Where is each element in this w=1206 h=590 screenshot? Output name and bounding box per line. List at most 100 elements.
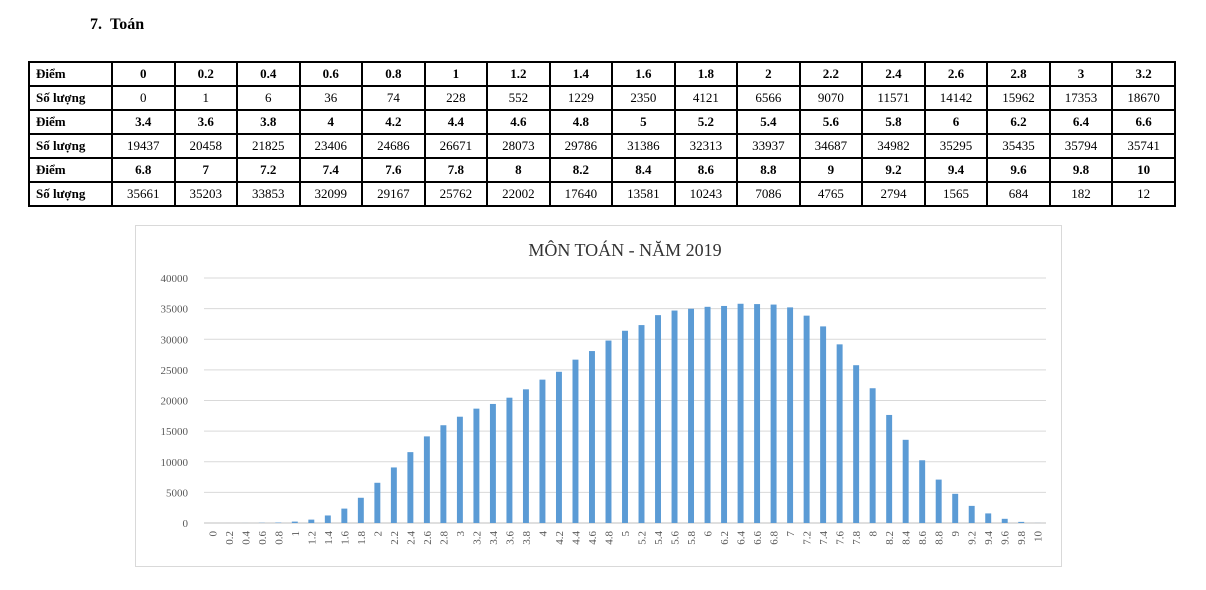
- score-cell: 0.4: [236, 61, 301, 87]
- x-tick-label: 5.8: [686, 531, 698, 545]
- table-body: Điểm 0 0.2 0.4 0.6 0.8 1 1.2 1.4 1.6 1.8 2 2.2 2.4 2.6…: [28, 61, 1176, 207]
- bar-chart: MÔN TOÁN - NĂM 2019 0 5000 10000 15000 20000 2…: [161, 239, 1046, 545]
- bar: [787, 307, 794, 523]
- score-cell: 8.4: [611, 157, 676, 183]
- score-cell: 8.8: [736, 157, 801, 183]
- score-row-label: Điểm: [28, 61, 113, 87]
- x-tick-label: 0: [207, 531, 219, 537]
- count-cell: 34982: [861, 133, 926, 159]
- score-cell: 7.8: [423, 157, 489, 183]
- count-cell: 17640: [548, 181, 614, 207]
- x-tick-label: 3.4: [488, 531, 500, 545]
- count-cell: 35741: [1111, 133, 1176, 159]
- score-cell: 0.2: [173, 61, 239, 87]
- bar: [357, 497, 364, 523]
- count-cell: 34687: [798, 133, 864, 159]
- x-tick-label: 5.4: [653, 531, 665, 545]
- count-row-label: Số lượng: [28, 133, 113, 159]
- x-tick-label: 4: [537, 531, 549, 537]
- x-tick-label: 3.2: [471, 531, 483, 545]
- bar: [341, 508, 348, 523]
- count-cell: 20458: [173, 133, 239, 159]
- score-cell: 6.6: [1111, 109, 1176, 135]
- bar: [737, 303, 744, 523]
- x-tick-label: 3: [455, 531, 467, 537]
- score-cell: 5.8: [861, 109, 926, 135]
- x-tick-label: 8.4: [901, 531, 913, 545]
- score-cell: 4: [298, 109, 364, 135]
- x-tick-label: 0.4: [240, 531, 252, 545]
- count-cell: 32099: [298, 181, 364, 207]
- score-cell: 5.2: [673, 109, 739, 135]
- score-cell: 2.6: [923, 61, 989, 87]
- score-cell: 1.2: [486, 61, 551, 87]
- score-cell: 0.6: [298, 61, 364, 87]
- count-cell: 29167: [361, 181, 426, 207]
- score-cell: 4.4: [423, 109, 489, 135]
- count-cell: 10243: [673, 181, 739, 207]
- count-cell: 33853: [236, 181, 301, 207]
- count-cell: 35295: [923, 133, 989, 159]
- count-cell: 19437: [111, 133, 176, 159]
- score-row-label: Điểm: [28, 157, 113, 183]
- x-tick-label: 3.6: [504, 531, 516, 545]
- bar: [803, 315, 810, 523]
- bar: [622, 330, 628, 523]
- x-tick-label: 7: [785, 531, 797, 537]
- x-tick-label: 9.4: [983, 531, 995, 545]
- x-tick-label: 3.8: [521, 531, 533, 545]
- y-tick-label: 5000: [166, 487, 189, 499]
- count-cell: 25762: [423, 181, 489, 207]
- x-tick-label: 0.6: [257, 531, 269, 545]
- x-tick-label: 2.8: [438, 531, 450, 545]
- section-heading: 7. Toán: [90, 16, 144, 34]
- bar: [886, 414, 893, 523]
- score-cell: 3.8: [236, 109, 301, 135]
- score-row: Điểm 6.8 7 7.2 7.4 7.6 7.8 8 8.2 8.4 8.6 8.8 9 9.2 9.4…: [28, 157, 1176, 183]
- count-cell: 35661: [111, 181, 176, 207]
- bar: [1001, 518, 1008, 523]
- x-tick-label: 1.2: [306, 531, 318, 545]
- score-cell: 6.8: [111, 157, 176, 183]
- x-tick-label: 6.8: [769, 531, 781, 545]
- bar: [407, 452, 414, 523]
- bar: [638, 325, 645, 523]
- count-cell: 2350: [611, 85, 676, 111]
- bar: [671, 310, 678, 523]
- count-cell: 6566: [736, 85, 801, 111]
- count-cell: 7086: [736, 181, 801, 207]
- y-tick-label: 35000: [161, 304, 189, 316]
- count-cell: 1565: [923, 181, 989, 207]
- score-cell: 6.4: [1048, 109, 1114, 135]
- count-cell: 24686: [361, 133, 426, 159]
- bar: [704, 306, 711, 523]
- x-tick-label: 0.8: [273, 531, 285, 545]
- bar: [572, 359, 579, 523]
- count-cell: 35435: [986, 133, 1051, 159]
- x-tick-label: 7.2: [802, 531, 814, 545]
- count-row: Số lượng 0 1 6 36 74 228 552 1229 2350 4121 6566 907…: [28, 85, 1176, 111]
- count-cell: 22002: [486, 181, 551, 207]
- count-cell: 35203: [173, 181, 239, 207]
- score-cell: 9: [798, 157, 864, 183]
- x-tick-label: 8.6: [917, 531, 929, 545]
- x-tick-label: 1.6: [339, 531, 351, 545]
- bar: [555, 371, 562, 523]
- bar: [754, 304, 761, 523]
- score-cell: 3.2: [1111, 61, 1176, 87]
- score-cell: 9.6: [986, 157, 1051, 183]
- count-row-label: Số lượng: [28, 85, 113, 111]
- count-cell: 21825: [236, 133, 301, 159]
- bar: [820, 326, 827, 523]
- score-cell: 3.6: [173, 109, 239, 135]
- x-tick-label: 9: [950, 531, 962, 537]
- bar: [869, 388, 876, 523]
- bar: [522, 389, 529, 523]
- score-cell: 7.6: [361, 157, 426, 183]
- bar: [605, 340, 612, 523]
- score-cell: 4.2: [361, 109, 426, 135]
- score-distribution-table: Điểm 0 0.2 0.4 0.6 0.8 1 1.2 1.4 1.6 1.8 2 2.2 2.4 2.6…: [28, 61, 1176, 207]
- chart-title: MÔN TOÁN - NĂM 2019: [528, 239, 721, 260]
- score-cell: 6: [923, 109, 989, 135]
- count-cell: 36: [298, 85, 364, 111]
